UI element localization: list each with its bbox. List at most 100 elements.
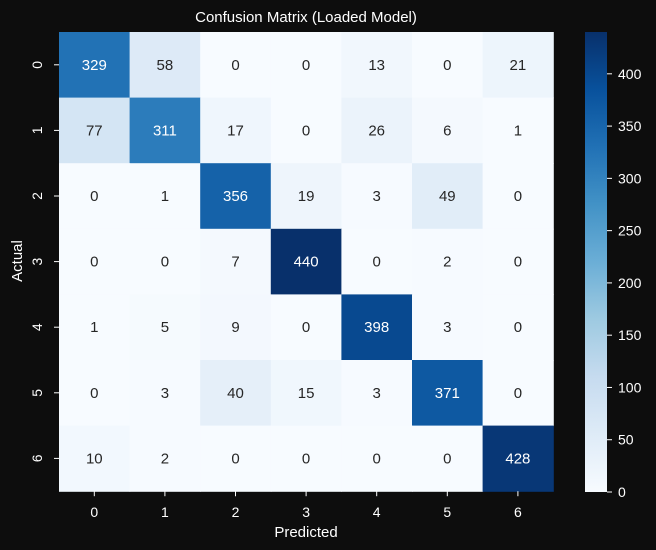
- y-tick-label-6: 6: [29, 454, 45, 462]
- x-tick-label-3: 3: [302, 504, 310, 520]
- cell-value-label-0-4: 13: [368, 57, 385, 74]
- heatmap-cell-1-1: [129, 97, 201, 164]
- y-axis-label: Actual: [9, 240, 26, 282]
- cell-value-label-0-2: 0: [231, 57, 239, 74]
- heatmap-cell-0-2: [200, 32, 272, 99]
- cell-value-label-4-3: 0: [302, 319, 310, 336]
- heatmap-cell-1-3: [270, 97, 342, 164]
- x-tick-label-4: 4: [373, 504, 381, 520]
- cell-value-label-4-1: 5: [161, 319, 169, 336]
- cell-value-label-1-5: 6: [443, 122, 451, 139]
- cell-value-label-2-6: 0: [514, 188, 522, 205]
- cell-value-label-4-4: 398: [364, 319, 389, 336]
- cell-value-label-2-5: 49: [439, 188, 456, 205]
- cell-value-label-4-2: 9: [231, 319, 239, 336]
- heatmap-cell-6-4: [341, 425, 413, 492]
- cell-value-label-0-0: 329: [82, 57, 107, 74]
- cell-value-label-1-1: 311: [153, 122, 177, 139]
- cell-value-label-0-1: 58: [157, 57, 174, 74]
- cell-value-label-1-0: 77: [86, 122, 103, 139]
- y-tick-label-3: 3: [29, 257, 45, 265]
- colorbar-tick-label-0: 0: [618, 484, 626, 500]
- heatmap-cell-3-2: [200, 228, 272, 295]
- cell-value-label-3-3: 440: [294, 254, 319, 271]
- heatmap-cell-1-6: [482, 97, 554, 164]
- heatmap-cell-3-0: [59, 228, 131, 295]
- cell-value-label-3-4: 0: [373, 254, 381, 271]
- heatmap-cell-3-6: [482, 228, 554, 295]
- x-tick-label-6: 6: [514, 504, 522, 520]
- x-tick-label-5: 5: [443, 504, 451, 520]
- cell-value-label-6-3: 0: [302, 450, 310, 467]
- heatmap-cell-1-5: [412, 97, 484, 164]
- y-tick-label-1: 1: [29, 126, 45, 134]
- heatmap-cell-2-6: [482, 163, 554, 230]
- cell-value-label-5-5: 371: [435, 385, 460, 402]
- cell-value-label-5-6: 0: [514, 385, 522, 402]
- cell-value-label-4-0: 1: [90, 319, 98, 336]
- heatmap-cell-1-2: [200, 97, 272, 164]
- cell-value-label-3-1: 0: [161, 254, 169, 271]
- heatmap-cell-2-0: [59, 163, 131, 230]
- colorbar-tick-label-6: 300: [618, 170, 642, 186]
- heatmap-cell-2-1: [129, 163, 201, 230]
- cell-value-label-1-2: 17: [227, 122, 244, 139]
- heatmap-cell-5-0: [59, 360, 131, 427]
- heatmap-cell-2-4: [341, 163, 413, 230]
- heatmap-cell-2-5: [412, 163, 484, 230]
- chart-title: Confusion Matrix (Loaded Model): [195, 9, 417, 26]
- cell-value-label-3-2: 7: [231, 254, 239, 271]
- heatmap-cell-4-6: [482, 294, 554, 361]
- x-tick-labels: 0 1 2 3 4 5 6: [90, 491, 522, 520]
- cell-value-label-5-2: 40: [227, 385, 244, 402]
- heatmap-cell-3-1: [129, 228, 201, 295]
- heatmap-cell-0-0: [59, 32, 131, 99]
- heatmap-cell-6-3: [270, 425, 342, 492]
- heatmap-cell-0-4: [341, 32, 413, 99]
- y-tick-labels: 0 1 2 3 4 5 6: [29, 61, 59, 462]
- heatmap-cell-6-0: [59, 425, 131, 492]
- colorbar-ticks: 0 50 100 150 200 250 300 350 400: [607, 66, 642, 500]
- cell-value-label-1-3: 0: [302, 122, 310, 139]
- cell-value-label-1-4: 26: [368, 122, 385, 139]
- heatmap-cell-6-5: [412, 425, 484, 492]
- cell-value-label-4-5: 3: [443, 319, 451, 336]
- cell-value-label-3-0: 0: [90, 254, 98, 271]
- y-tick-label-2: 2: [29, 192, 45, 200]
- heatmap-cell-0-6: [482, 32, 554, 99]
- cell-value-label-0-3: 0: [302, 57, 310, 74]
- cell-value-label-0-6: 21: [510, 57, 527, 74]
- heatmap-cell-3-4: [341, 228, 413, 295]
- heatmap-cell-2-3: [270, 163, 342, 230]
- x-tick-label-0: 0: [90, 504, 98, 520]
- heatmap-cell-3-3: [270, 228, 342, 295]
- colorbar-tick-label-8: 400: [618, 66, 642, 82]
- heatmap-cell-5-1: [129, 360, 201, 427]
- cell-value-label-5-0: 0: [90, 385, 98, 402]
- heatmap-cell-4-2: [200, 294, 272, 361]
- heatmap-cell-0-3: [270, 32, 342, 99]
- cell-value-label-6-6: 428: [505, 450, 530, 467]
- heatmap-cell-6-6: [482, 425, 554, 492]
- cell-value-label-5-3: 15: [298, 385, 315, 402]
- y-tick-label-0: 0: [29, 61, 45, 69]
- x-tick-label-1: 1: [161, 504, 169, 520]
- heatmap-cell-2-2: [200, 163, 272, 230]
- cell-value-label-6-2: 0: [231, 450, 239, 467]
- cell-value-label-5-4: 3: [373, 385, 381, 402]
- heatmap-cell-6-1: [129, 425, 201, 492]
- colorbar-tick-label-2: 100: [618, 379, 642, 395]
- cell-value-label-2-2: 356: [223, 188, 248, 205]
- heatmap-cell-6-2: [200, 425, 272, 492]
- colorbar-tick-label-7: 350: [618, 118, 642, 134]
- cell-value-label-3-5: 2: [443, 254, 451, 271]
- cell-value-label-4-6: 0: [514, 319, 522, 336]
- y-tick-label-5: 5: [29, 389, 45, 397]
- heatmap-cell-0-5: [412, 32, 484, 99]
- cell-value-label-1-6: 1: [514, 122, 522, 139]
- cell-value-label-2-3: 19: [298, 188, 315, 205]
- heatmap-cell-5-6: [482, 360, 554, 427]
- heatmap-cell-4-3: [270, 294, 342, 361]
